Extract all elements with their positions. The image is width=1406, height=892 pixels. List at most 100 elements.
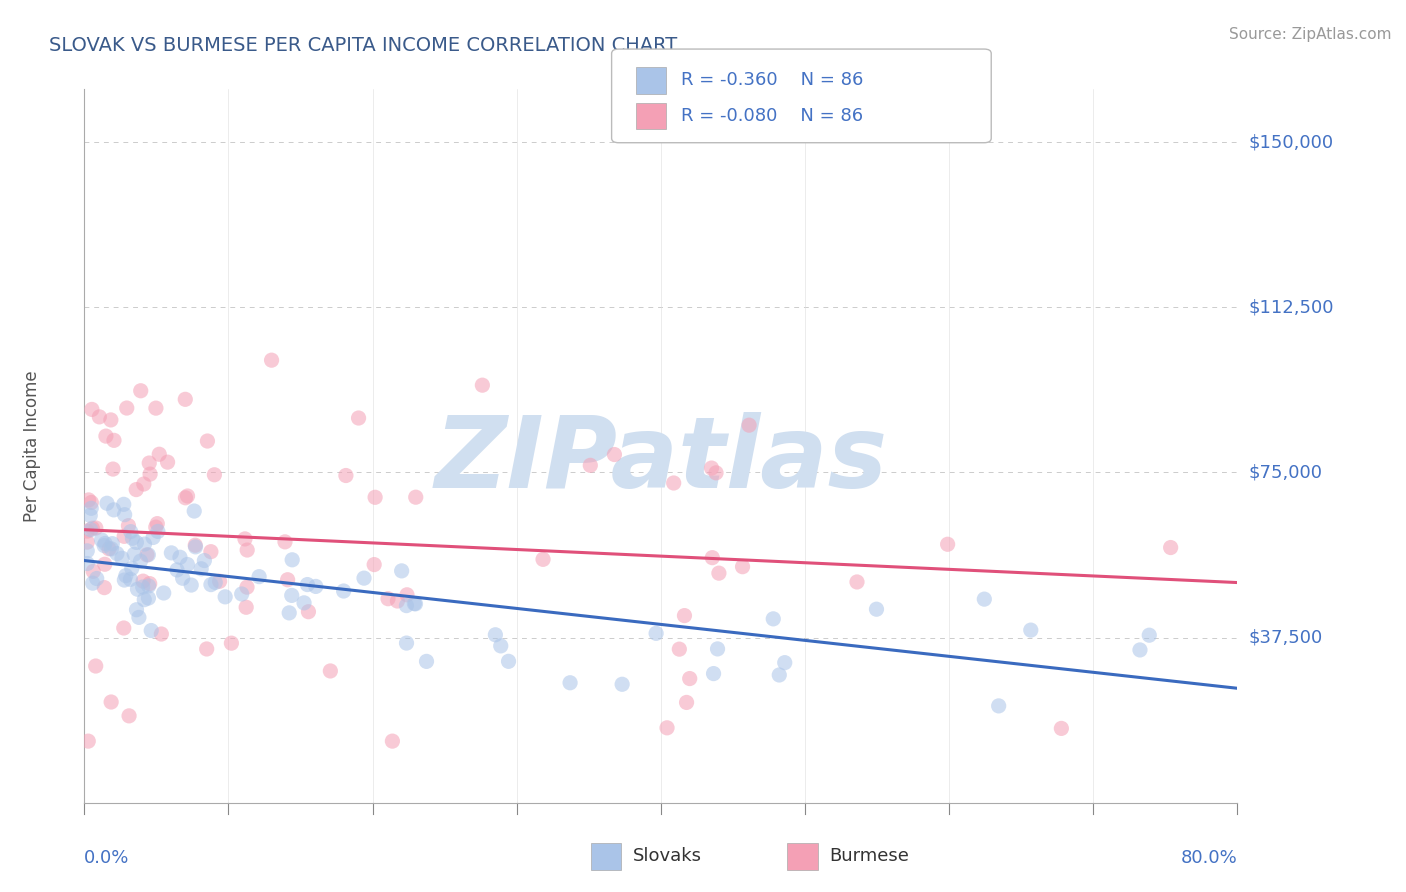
Point [702, 550, 724, 565]
Point [610, 677, 633, 691]
Text: $75,000: $75,000 [1249, 464, 1323, 482]
Point [260, 353, 283, 368]
Point [141, 624, 163, 638]
Point [169, 550, 191, 565]
Point [82, 565, 104, 579]
Point [84, 521, 107, 535]
Point [82, 576, 104, 591]
Point [100, 695, 122, 709]
Text: 80.0%: 80.0% [1181, 849, 1237, 867]
Point [152, 586, 174, 600]
Point [706, 641, 728, 656]
Point [138, 456, 160, 470]
Point [93, 581, 115, 595]
Point [82, 521, 104, 535]
Point [707, 566, 730, 581]
Point [114, 568, 136, 582]
Point [471, 378, 494, 392]
Point [120, 573, 142, 587]
Point [183, 504, 205, 518]
Point [731, 559, 754, 574]
Point [768, 668, 790, 682]
Point [208, 574, 231, 589]
Point [138, 576, 160, 591]
Point [114, 508, 136, 522]
Point [704, 466, 727, 480]
Text: R = -0.080    N = 86: R = -0.080 N = 86 [681, 107, 863, 125]
Point [77, 734, 100, 748]
Point [675, 695, 697, 709]
Point [160, 546, 183, 560]
Point [120, 524, 142, 539]
Point [655, 721, 678, 735]
Point [973, 592, 995, 607]
Point [395, 599, 418, 613]
Point [146, 516, 169, 531]
Point [156, 455, 179, 469]
Point [80, 402, 103, 417]
Point [172, 571, 194, 585]
Point [90, 533, 112, 547]
Point [145, 401, 167, 416]
Point [100, 413, 122, 427]
Point [603, 448, 626, 462]
Point [700, 461, 723, 475]
Point [138, 579, 160, 593]
Point [662, 475, 685, 490]
Point [395, 636, 418, 650]
Text: Burmese: Burmese [830, 847, 910, 865]
Point [679, 672, 702, 686]
Text: Per Capita Income: Per Capita Income [24, 370, 42, 522]
Point [200, 544, 222, 558]
Point [121, 561, 143, 575]
Point [247, 569, 270, 583]
Point [193, 553, 215, 567]
Point [353, 571, 375, 585]
Point [579, 458, 602, 473]
Point [305, 579, 328, 593]
Point [1050, 722, 1073, 736]
Point [484, 628, 506, 642]
Point [150, 627, 173, 641]
Point [139, 467, 162, 482]
Point [1129, 643, 1152, 657]
Point [174, 392, 197, 407]
Point [335, 468, 357, 483]
Point [79, 508, 101, 523]
Point [236, 580, 259, 594]
Point [76, 557, 98, 571]
Text: ZIPatlas: ZIPatlas [434, 412, 887, 508]
Point [112, 497, 135, 511]
Point [233, 532, 256, 546]
Point [112, 529, 135, 543]
Point [105, 547, 128, 561]
Text: SLOVAK VS BURMESE PER CAPITA INCOME CORRELATION CHART: SLOVAK VS BURMESE PER CAPITA INCOME CORR… [49, 36, 678, 54]
Point [865, 602, 887, 616]
Point [142, 531, 165, 545]
Point [98, 541, 121, 556]
Point [292, 596, 315, 610]
Text: 0.0%: 0.0% [84, 849, 129, 867]
Point [100, 541, 122, 556]
Point [363, 558, 385, 572]
Text: Slovaks: Slovaks [633, 847, 702, 865]
Point [531, 552, 554, 566]
Point [118, 709, 141, 723]
Point [80, 495, 103, 509]
Point [125, 535, 148, 549]
Point [381, 734, 404, 748]
Point [76, 524, 98, 538]
Point [103, 434, 125, 448]
Point [101, 462, 124, 476]
Point [132, 580, 155, 594]
Point [387, 594, 409, 608]
Point [762, 612, 785, 626]
Point [132, 477, 155, 491]
Point [89, 409, 111, 424]
Point [231, 587, 253, 601]
Point [94, 429, 117, 443]
Point [184, 540, 207, 554]
Point [277, 573, 299, 587]
Point [773, 656, 796, 670]
Point [489, 639, 512, 653]
